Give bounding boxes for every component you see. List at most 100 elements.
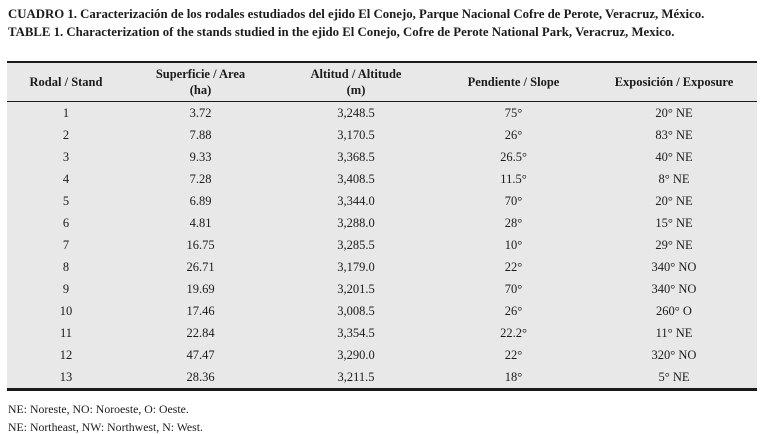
column-header: Rodal / Stand [7,62,125,102]
table-cell: 340° NO [651,260,697,274]
table-cell: 3,201.5 [337,282,375,296]
column-header-unit: (m) [346,83,366,97]
table-cell: 5 [62,194,70,208]
table-cell: 28° [504,216,523,230]
table-cell: 4 [62,172,70,186]
table-row: 3 9.33 3,368.5 26.5° 40° NE [7,146,757,168]
column-header-unit: (ha) [189,83,212,97]
table-cell: 3 [62,150,70,164]
table-cell: 20° NE [655,194,693,208]
table-cell: 3,008.5 [337,304,375,318]
table-cell: 4.81 [189,216,212,230]
table-cell: 70° [504,194,523,208]
table-cell: 320° NO [651,348,697,362]
table-cell: 340° NO [651,282,697,296]
table-cell: 26.71 [186,260,215,274]
stands-characterization-table: Rodal / Stand Superficie / Area (ha) Altitu… [7,61,757,391]
table-cell: 7.28 [189,172,212,186]
table-cell: 3,285.5 [337,238,375,252]
table-cell: 3.72 [189,106,212,120]
column-header-label: Exposición / Exposure [614,75,734,89]
table-cell: 6.89 [189,194,212,208]
table-cell: 8° NE [658,172,690,186]
table-cell: 1 [62,106,70,120]
table-cell: 29° NE [655,238,693,252]
table-header: Rodal / Stand Superficie / Area (ha) Altitu… [7,62,757,102]
table-cell: 83° NE [655,128,693,142]
table-cell: 3,368.5 [337,150,375,164]
table-cell: 3,288.0 [337,216,375,230]
table-cell: 18° [504,370,523,384]
table-cell: 12 [59,348,73,362]
table-cell: 3,170.5 [337,128,375,142]
table-cell: 2 [62,128,70,142]
table-cell: 3,354.5 [337,326,375,340]
table-row: 12 47.47 3,290.0 22° 320° NO [7,344,757,366]
table-cell: 3,290.0 [337,348,375,362]
table-row: 10 17.46 3,008.5 26° 260° O [7,300,757,322]
table-cell: 26° [504,128,523,142]
table-footnotes: NE: Noreste, NO: Noroeste, O: Oeste. NE:… [8,400,756,434]
table-cell: 6 [62,216,70,230]
table-cell: 22.84 [186,326,215,340]
table-cell: 3,179.0 [337,260,375,274]
table-cell: 3,211.5 [337,370,375,384]
column-header-label: Altitud / Altitude [310,67,402,81]
table-cell: 15° NE [655,216,693,230]
table-row: 8 26.71 3,179.0 22° 340° NO [7,256,757,278]
table-cell: 11 [59,326,73,340]
table-cell: 16.75 [186,238,215,252]
table-row: 5 6.89 3,344.0 70° 20° NE [7,190,757,212]
table-cell: 75° [504,106,523,120]
table-cell: 11.5° [500,172,527,186]
table-cell: 3,408.5 [337,172,375,186]
table-cell: 8 [62,260,70,274]
column-header: Pendiente / Slope [436,62,591,102]
table-cell: 26° [504,304,523,318]
table-cell: 260° O [656,304,692,318]
footnote-english: NE: Northeast, NW: Northwest, N: West. [8,420,203,434]
table-cell: 70° [504,282,523,296]
table-cell: 13 [59,370,73,384]
table-cell: 22.2° [500,326,527,340]
column-header: Altitud / Altitude (m) [276,62,436,102]
table-row: 11 22.84 3,354.5 22.2° 11° NE [7,322,757,344]
table-cell: 47.47 [186,348,215,362]
table-cell: 20° NE [655,106,693,120]
table-cell: 9.33 [189,150,212,164]
column-header-label: Rodal / Stand [29,75,103,89]
table-row: 2 7.88 3,170.5 26° 83° NE [7,124,757,146]
table-cell: 28.36 [186,370,215,384]
table-cell: 40° NE [655,150,693,164]
table-header-row: Rodal / Stand Superficie / Area (ha) Altitu… [7,62,757,102]
table-cell: 22° [504,348,523,362]
table-caption-english: TABLE 1. Characterization of the stands … [8,25,675,39]
column-header-label: Superficie / Area [155,67,246,81]
table-caption-spanish: CUADRO 1. Caracterización de los rodales… [8,7,705,21]
table-row: 6 4.81 3,288.0 28° 15° NE [7,212,757,234]
column-header: Exposición / Exposure [591,62,757,102]
table-cell: 11° NE [655,326,693,340]
table-cell: 3,344.0 [337,194,375,208]
footnote-spanish: NE: Noreste, NO: Noroeste, O: Oeste. [8,402,189,416]
table-body: 1 3.72 3,248.5 75° 20° NE 2 7.88 3,170.5 26° 83° … [7,102,757,390]
table-cell: 19.69 [186,282,215,296]
table-cell: 22° [504,260,523,274]
column-header-label: Pendiente / Slope [467,75,560,89]
table-row: 9 19.69 3,201.5 70° 340° NO [7,278,757,300]
table-cell: 9 [62,282,70,296]
table-cell: 3,248.5 [337,106,375,120]
table-cell: 7.88 [189,128,212,142]
table-cell: 5° NE [658,370,690,384]
table-row: 4 7.28 3,408.5 11.5° 8° NE [7,168,757,190]
column-header: Superficie / Area (ha) [125,62,276,102]
table-cell: 10° [504,238,523,252]
table-row: 13 28.36 3,211.5 18° 5° NE [7,366,757,390]
table-cell: 10 [59,304,73,318]
table-row: 1 3.72 3,248.5 75° 20° NE [7,102,757,125]
table-cell: 7 [62,238,70,252]
table-cell: 17.46 [186,304,215,318]
table-cell: 26.5° [500,150,527,164]
table-row: 7 16.75 3,285.5 10° 29° NE [7,234,757,256]
